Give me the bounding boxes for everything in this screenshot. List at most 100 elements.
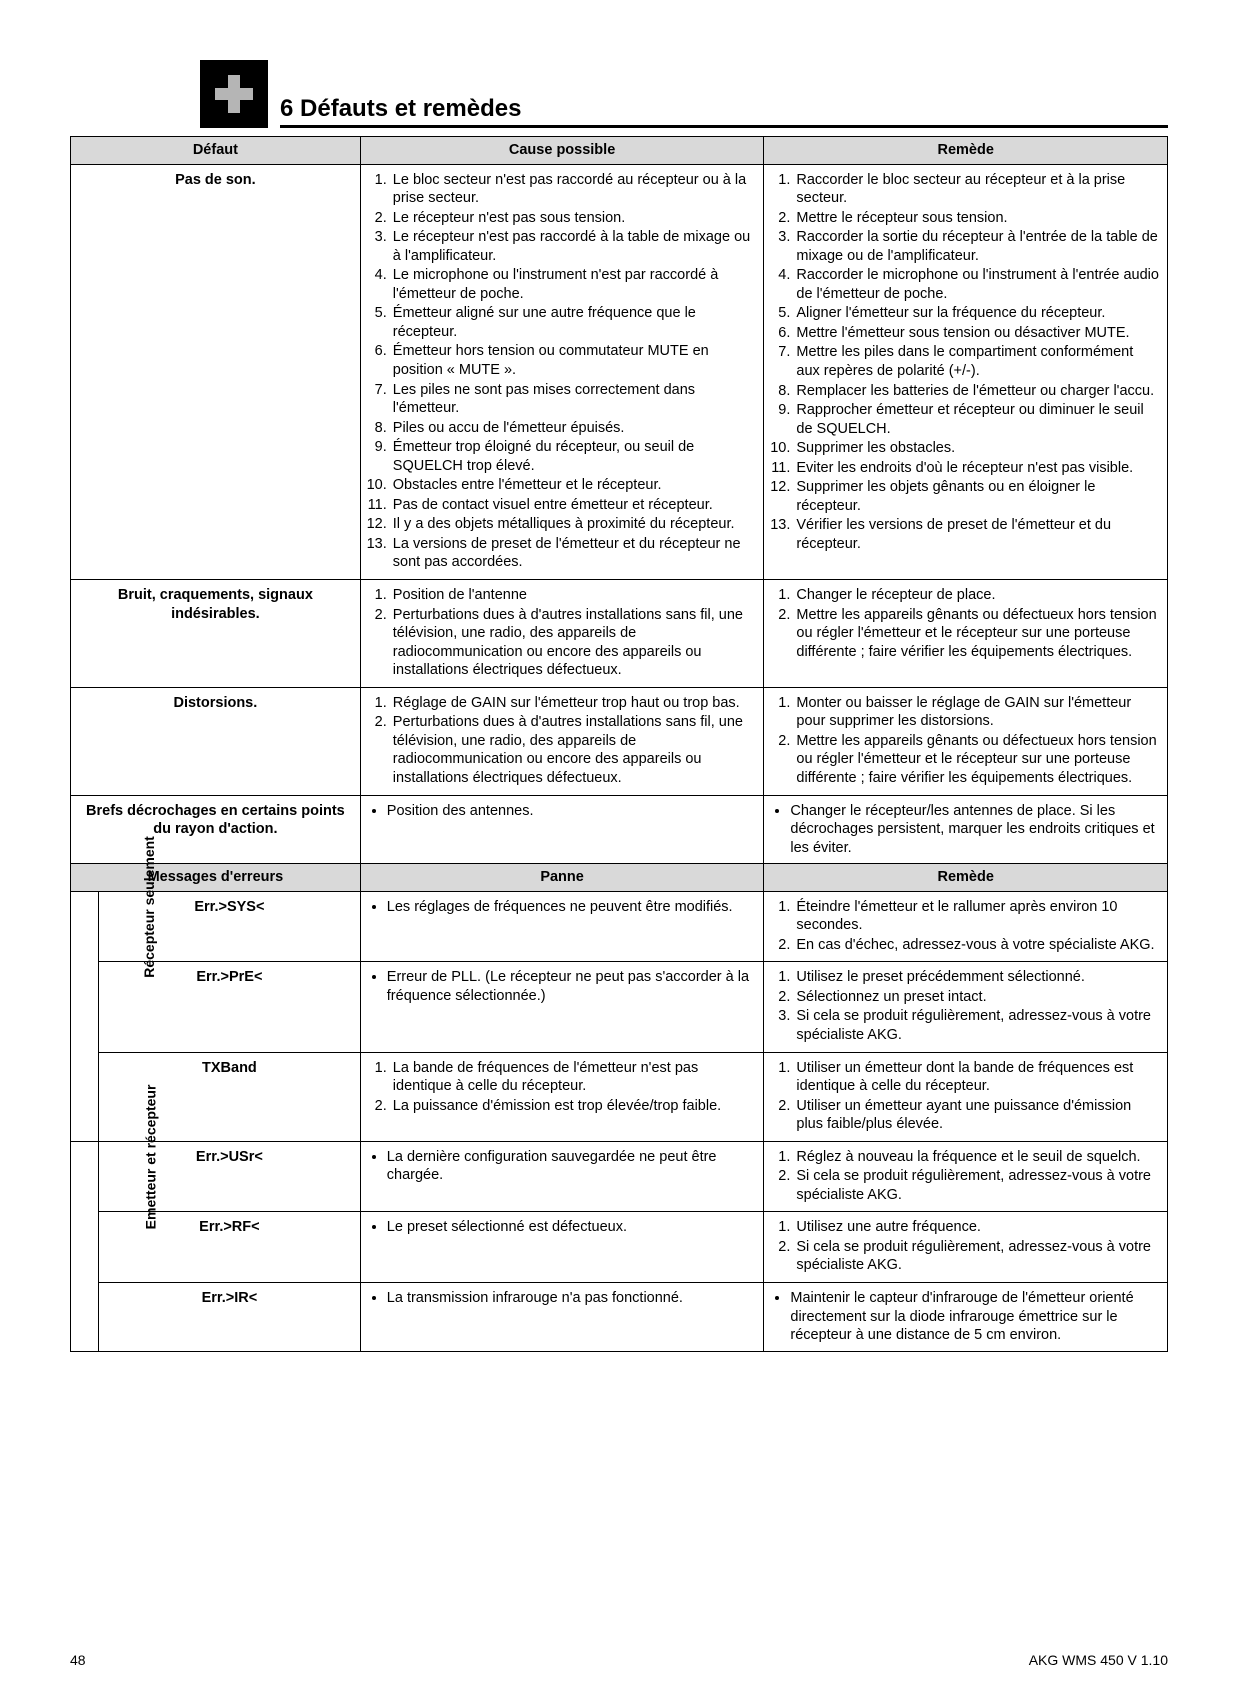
remedy-cell: Raccorder le bloc secteur au récepteur e…: [764, 164, 1168, 579]
list-item: Mettre le récepteur sous tension.: [794, 209, 1159, 228]
list-item: Supprimer les objets gênants ou en éloig…: [794, 478, 1159, 515]
list-item: Maintenir le capteur d'infrarouge de l'é…: [790, 1289, 1159, 1345]
header-defaut: Défaut: [71, 137, 361, 165]
list-item: Mettre les appareils gênants ou défectue…: [794, 606, 1159, 662]
table-row: TXBand La bande de fréquences de l'émett…: [71, 1052, 1168, 1141]
header-cause: Cause possible: [360, 137, 764, 165]
list-item: Perturbations dues à d'autres installati…: [391, 606, 756, 680]
defaut-label: Bruit, craquements, signaux indésirables…: [71, 580, 361, 688]
remedy-cell: Utilisez le preset précédemment sélectio…: [764, 962, 1168, 1052]
table-row: Brefs décrochages en certains points du …: [71, 795, 1168, 864]
list-item: Aligner l'émetteur sur la fréquence du r…: [794, 304, 1159, 323]
table-row: Pas de son. Le bloc secteur n'est pas ra…: [71, 164, 1168, 579]
list-item: Le récepteur n'est pas sous tension.: [391, 209, 756, 228]
table-row: Err.>IR< La transmission infrarouge n'a …: [71, 1282, 1168, 1351]
table-row: Bruit, craquements, signaux indésirables…: [71, 580, 1168, 688]
list-item: Supprimer les obstacles.: [794, 439, 1159, 458]
list-item: Si cela se produit régulièrement, adress…: [794, 1167, 1159, 1204]
list-item: Émetteur hors tension ou commutateur MUT…: [391, 342, 756, 379]
cause-cell: La transmission infrarouge n'a pas fonct…: [360, 1282, 764, 1351]
remedy-cell: Changer le récepteur/les antennes de pla…: [764, 795, 1168, 864]
remedy-cell: Maintenir le capteur d'infrarouge de l'é…: [764, 1282, 1168, 1351]
list-item: La versions de preset de l'émetteur et d…: [391, 535, 756, 572]
list-item: Remplacer les batteries de l'émetteur ou…: [794, 382, 1159, 401]
list-item: La dernière configuration sauvegardée ne…: [387, 1148, 756, 1185]
cause-cell: Réglage de GAIN sur l'émetteur trop haut…: [360, 687, 764, 795]
list-item: Erreur de PLL. (Le récepteur ne peut pas…: [387, 968, 756, 1005]
list-item: En cas d'échec, adressez-vous à votre sp…: [794, 936, 1159, 955]
list-item: Pas de contact visuel entre émetteur et …: [391, 496, 756, 515]
section-header: 6 Défauts et remèdes: [200, 60, 1168, 128]
list-item: Raccorder le bloc secteur au récepteur e…: [794, 171, 1159, 208]
list-item: Les réglages de fréquences ne peuvent êt…: [387, 898, 756, 917]
list-item: Obstacles entre l'émetteur et le récepte…: [391, 476, 756, 495]
list-item: Émetteur trop éloigné du récepteur, ou s…: [391, 438, 756, 475]
table-row: Récepteur seulement Err.>SYS< Les réglag…: [71, 891, 1168, 962]
cause-cell: Position de l'antennePerturbations dues …: [360, 580, 764, 688]
remedy-cell: Monter ou baisser le réglage de GAIN sur…: [764, 687, 1168, 795]
cause-cell: Erreur de PLL. (Le récepteur ne peut pas…: [360, 962, 764, 1052]
cause-cell: Le preset sélectionné est défectueux.: [360, 1212, 764, 1283]
list-item: Les piles ne sont pas mises correctement…: [391, 381, 756, 418]
firstaid-icon: [200, 60, 268, 128]
list-item: Utilisez une autre fréquence.: [794, 1218, 1159, 1237]
list-item: Raccorder le microphone ou l'instrument …: [794, 266, 1159, 303]
list-item: Mettre l'émetteur sous tension ou désact…: [794, 324, 1159, 343]
list-item: Position de l'antenne: [391, 586, 756, 605]
error-label: Err.>IR<: [99, 1282, 361, 1351]
header-remede: Remède: [764, 864, 1168, 892]
table-row: Distorsions. Réglage de GAIN sur l'émett…: [71, 687, 1168, 795]
doc-id: AKG WMS 450 V 1.10: [1029, 1652, 1168, 1668]
list-item: Réglage de GAIN sur l'émetteur trop haut…: [391, 694, 756, 713]
table-header-row: Messages d'erreurs Panne Remède: [71, 864, 1168, 892]
list-item: Rapprocher émetteur et récepteur ou dimi…: [794, 401, 1159, 438]
remedy-cell: Réglez à nouveau la fréquence et le seui…: [764, 1141, 1168, 1212]
remedy-cell: Éteindre l'émetteur et le rallumer après…: [764, 891, 1168, 962]
list-item: Changer le récepteur/les antennes de pla…: [790, 802, 1159, 858]
list-item: Réglez à nouveau la fréquence et le seui…: [794, 1148, 1159, 1167]
error-label: Err.>PrE<: [99, 962, 361, 1052]
list-item: Monter ou baisser le réglage de GAIN sur…: [794, 694, 1159, 731]
error-label: Err.>SYS<: [99, 891, 361, 962]
list-item: Émetteur aligné sur une autre fréquence …: [391, 304, 756, 341]
list-item: Éteindre l'émetteur et le rallumer après…: [794, 898, 1159, 935]
remedy-cell: Utiliser un émetteur dont la bande de fr…: [764, 1052, 1168, 1141]
cause-cell: Le bloc secteur n'est pas raccordé au ré…: [360, 164, 764, 579]
error-label: Err.>RF<: [99, 1212, 361, 1283]
cause-cell: La bande de fréquences de l'émetteur n'e…: [360, 1052, 764, 1141]
list-item: La puissance d'émission est trop élevée/…: [391, 1097, 756, 1116]
page: 6 Défauts et remèdes Défaut Cause possib…: [0, 0, 1238, 1708]
list-item: Changer le récepteur de place.: [794, 586, 1159, 605]
list-item: Le bloc secteur n'est pas raccordé au ré…: [391, 171, 756, 208]
group-label-both: Emetteur et récepteur: [71, 1141, 99, 1351]
header-panne: Panne: [360, 864, 764, 892]
list-item: Mettre les appareils gênants ou défectue…: [794, 732, 1159, 788]
list-item: Position des antennes.: [387, 802, 756, 821]
remedy-cell: Utilisez une autre fréquence.Si cela se …: [764, 1212, 1168, 1283]
header-remede: Remède: [764, 137, 1168, 165]
list-item: Utiliser un émetteur dont la bande de fr…: [794, 1059, 1159, 1096]
cause-cell: Position des antennes.: [360, 795, 764, 864]
group-label-receiver: Récepteur seulement: [71, 891, 99, 1141]
list-item: Vérifier les versions de preset de l'éme…: [794, 516, 1159, 553]
list-item: Si cela se produit régulièrement, adress…: [794, 1007, 1159, 1044]
list-item: Utilisez le preset précédemment sélectio…: [794, 968, 1159, 987]
list-item: Le preset sélectionné est défectueux.: [387, 1218, 756, 1237]
list-item: Utiliser un émetteur ayant une puissance…: [794, 1097, 1159, 1134]
error-label: Err.>USr<: [99, 1141, 361, 1212]
error-label: TXBand: [99, 1052, 361, 1141]
table-row: Emetteur et récepteur Err.>USr< La derni…: [71, 1141, 1168, 1212]
header-messages: Messages d'erreurs: [71, 864, 361, 892]
defaut-label: Distorsions.: [71, 687, 361, 795]
list-item: Il y a des objets métalliques à proximit…: [391, 515, 756, 534]
list-item: Perturbations dues à d'autres installati…: [391, 713, 756, 787]
list-item: Raccorder la sortie du récepteur à l'ent…: [794, 228, 1159, 265]
section-title: 6 Défauts et remèdes: [280, 95, 1168, 128]
remedy-cell: Changer le récepteur de place.Mettre les…: [764, 580, 1168, 688]
list-item: La transmission infrarouge n'a pas fonct…: [387, 1289, 756, 1308]
defaut-label: Pas de son.: [71, 164, 361, 579]
list-item: Le microphone ou l'instrument n'est par …: [391, 266, 756, 303]
list-item: Si cela se produit régulièrement, adress…: [794, 1238, 1159, 1275]
table-header-row: Défaut Cause possible Remède: [71, 137, 1168, 165]
page-footer: 48 AKG WMS 450 V 1.10: [70, 1652, 1168, 1668]
